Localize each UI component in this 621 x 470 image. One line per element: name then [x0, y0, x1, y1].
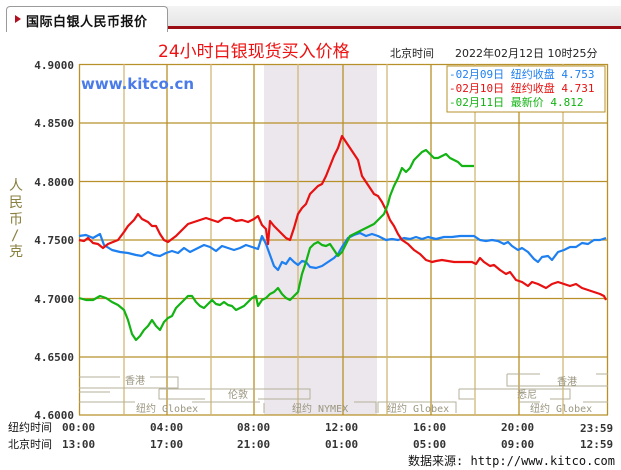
- triangle-right-icon: [15, 15, 21, 23]
- market-ny-nymex: 纽约 NYMEX: [292, 402, 348, 415]
- series-0209-line: [78, 231, 607, 272]
- bj-tick: 17:00: [150, 438, 183, 451]
- vertical-gridlines: [78, 64, 609, 415]
- y-tick: 4.8000: [34, 176, 74, 189]
- legend: -02月09日 纽约收盘 4.753 -02月10日 纽约收盘 4.731 -0…: [446, 65, 606, 113]
- legend-0210: -02月10日 纽约收盘 4.731: [449, 81, 594, 95]
- watermark: www.kitco.cn: [81, 75, 194, 93]
- bj-tick: 01:00: [325, 438, 358, 451]
- timestamp: 2022年02月12日 10时25分: [455, 46, 597, 60]
- ny-tick: 08:00: [237, 421, 270, 434]
- y-tick: 4.8500: [34, 117, 74, 130]
- legend-0211: -02月11日 最新价 4.812: [449, 95, 583, 109]
- market-london: 伦敦: [228, 388, 248, 401]
- y-tick: 4.7000: [34, 293, 74, 306]
- bj-tick: 13:00: [62, 438, 95, 451]
- series-0211-line: [78, 148, 474, 342]
- timezone-label: 北京时间: [390, 46, 434, 60]
- y-tick: 4.6500: [34, 351, 74, 364]
- y-tick: 4.9000: [34, 59, 74, 72]
- y-tick: 4.6000: [34, 409, 74, 422]
- ny-tick: 20:00: [501, 421, 534, 434]
- svg-text:币: 币: [9, 212, 23, 228]
- series-0210-line: [78, 134, 607, 301]
- market-sydney: 悉尼: [517, 389, 537, 401]
- bj-tick: 05:00: [413, 438, 446, 451]
- bj-tick: 12:59: [580, 438, 613, 451]
- ny-tick: 00:00: [62, 421, 95, 434]
- market-ny-globex-1: 纽约 Globex: [136, 402, 198, 415]
- ny-tick: 23:59: [580, 422, 613, 435]
- svg-text:人: 人: [9, 178, 23, 194]
- tab-bar-background: [54, 6, 621, 28]
- market-ny-globex-3: 纽约 Globex: [530, 402, 592, 415]
- market-session-labels: 香港 伦敦 纽约 Globex 纽约 NYMEX 纽约 Globex 香港 悉尼…: [125, 375, 592, 415]
- bj-tick: 21:00: [237, 438, 270, 451]
- x-axis-ticks: 纽约时间 北京时间 00:00 04:00 08:00 12:00 16:00 …: [8, 420, 613, 451]
- ny-tick: 04:00: [150, 421, 183, 434]
- market-hongkong-1: 香港: [125, 375, 145, 387]
- market-hongkong-2: 香港: [557, 376, 577, 388]
- y-axis-label: 人 民 币 / 克: [9, 178, 23, 260]
- market-ny-globex-2: 纽约 Globex: [387, 402, 449, 415]
- bj-tick: 09:00: [501, 438, 534, 451]
- ny-time-label: 纽约时间: [8, 420, 52, 434]
- tab-label: 国际白银人民币报价: [26, 15, 148, 30]
- tab-bar: 国际白银人民币报价: [0, 0, 621, 32]
- bj-time-label: 北京时间: [8, 437, 52, 451]
- svg-text:/: /: [11, 228, 19, 244]
- svg-text:克: 克: [9, 244, 23, 260]
- tab-silver-rmb-price[interactable]: 国际白银人民币报价: [6, 6, 168, 32]
- tab-bar-underline: [168, 26, 621, 29]
- legend-0209: -02月09日 纽约收盘 4.753: [449, 67, 594, 81]
- svg-text:民: 民: [9, 195, 23, 211]
- y-axis-ticks: 4.9000 4.8500 4.8000 4.7500 4.7000 4.650…: [34, 59, 74, 422]
- chart-title: 24小时白银现货买入价格: [158, 42, 350, 62]
- market-sessions: [79, 373, 608, 413]
- data-source: 数据来源: http://www.kitco.com: [408, 454, 615, 468]
- ny-tick: 16:00: [413, 421, 446, 434]
- ny-tick: 12:00: [325, 421, 358, 434]
- y-tick: 4.7500: [34, 234, 74, 247]
